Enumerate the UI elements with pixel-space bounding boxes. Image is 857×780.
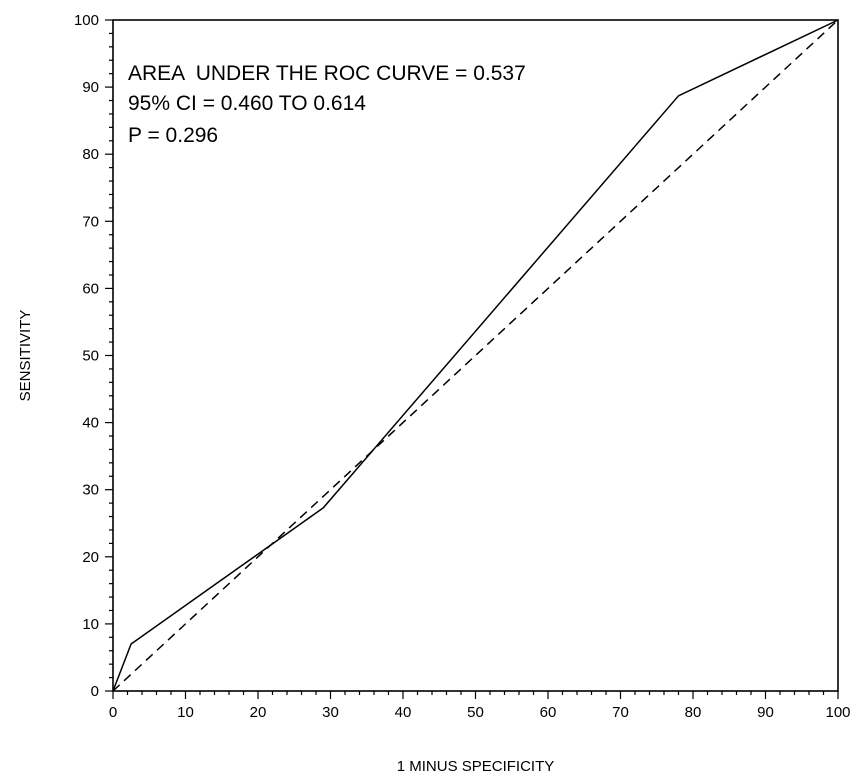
reference-diagonal-line bbox=[112, 19, 839, 692]
x-tick-label: 100 bbox=[825, 704, 850, 721]
plot-frame bbox=[112, 19, 839, 692]
x-tick-label: 10 bbox=[177, 704, 194, 721]
y-tick-label: 70 bbox=[82, 213, 99, 230]
y-tick-label: 20 bbox=[82, 549, 99, 566]
x-tick-label: 30 bbox=[322, 704, 339, 721]
x-tick-label: 0 bbox=[109, 704, 117, 721]
x-tick-label: 50 bbox=[467, 704, 484, 721]
y-tick-label: 50 bbox=[82, 348, 99, 365]
x-axis-title: 1 MINUS SPECIFICITY bbox=[397, 758, 555, 775]
annotation-ci: 95% CI = 0.460 TO 0.614 bbox=[128, 92, 366, 115]
y-tick-label: 30 bbox=[82, 482, 99, 499]
y-tick-label: 10 bbox=[82, 616, 99, 633]
y-tick-label: 0 bbox=[91, 683, 99, 700]
annotation-p-value: P = 0.296 bbox=[128, 124, 218, 147]
y-tick-label: 90 bbox=[82, 79, 99, 96]
x-tick-label: 80 bbox=[685, 704, 702, 721]
x-tick-label: 70 bbox=[612, 704, 629, 721]
y-axis-title: SENSITIVITY bbox=[17, 310, 34, 402]
series-lines bbox=[112, 19, 839, 692]
y-tick-label: 80 bbox=[82, 146, 99, 163]
y-tick-label: 100 bbox=[74, 12, 99, 29]
axes bbox=[112, 19, 839, 692]
x-tick-label: 90 bbox=[757, 704, 774, 721]
x-tick-label: 60 bbox=[540, 704, 557, 721]
annotation-auc: AREA UNDER THE ROC CURVE = 0.537 bbox=[128, 62, 526, 85]
roc-curve-line bbox=[112, 19, 839, 692]
x-tick-label: 40 bbox=[395, 704, 412, 721]
y-tick-label: 40 bbox=[82, 415, 99, 432]
x-tick-label: 20 bbox=[250, 704, 267, 721]
y-tick-label: 60 bbox=[82, 280, 99, 297]
axis-ticks: 0 10 20 30 40 50 60 70 80 90 100 0 10 20 30 40 50 60 70 80 9… bbox=[74, 12, 851, 721]
